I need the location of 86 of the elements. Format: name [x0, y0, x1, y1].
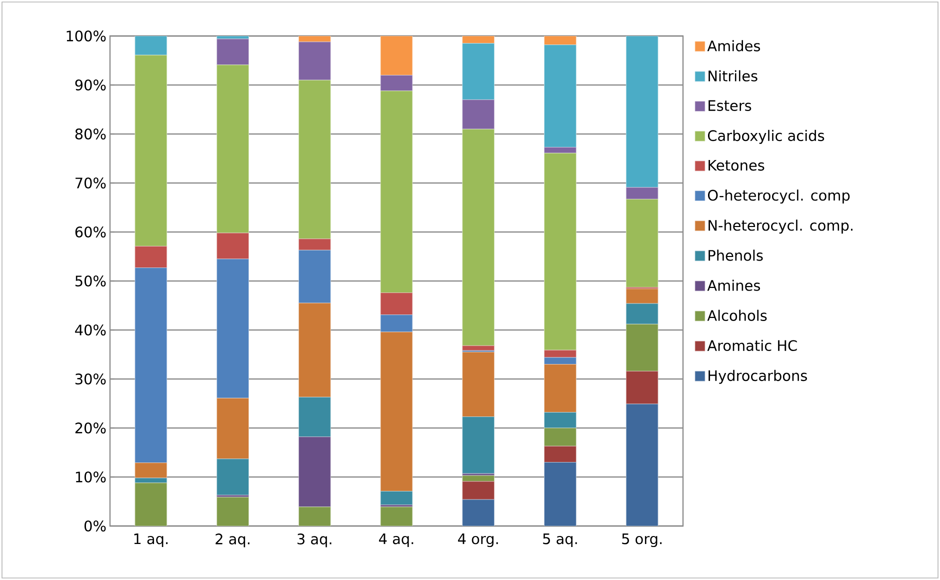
bar [216, 496, 249, 526]
bar [380, 506, 413, 526]
bar [134, 36, 168, 56]
y-tick-label: 70% [76, 178, 106, 188]
legend-label: O-heterocycl. comp [708, 190, 850, 204]
legend-label: Esters [708, 100, 752, 112]
bar [216, 458, 249, 496]
bar [544, 364, 576, 413]
bar [134, 54, 168, 246]
bar [380, 74, 413, 92]
bar [462, 481, 495, 500]
bar [626, 198, 658, 288]
bar [544, 36, 576, 46]
x-tick-label: 3 aq. [298, 534, 332, 548]
bar [626, 404, 658, 526]
bar [544, 357, 576, 364]
legend-label: N-heterocycl. comp. [708, 220, 852, 234]
y-tick-label: 40% [75, 324, 106, 336]
bar [544, 412, 576, 428]
bar [298, 302, 331, 398]
bar [626, 370, 658, 404]
y-tick-label: 20% [75, 422, 106, 434]
x-tick-label: 5 org. [622, 534, 662, 548]
bar [380, 491, 413, 506]
bar [134, 462, 168, 478]
y-tick-label: 10% [76, 472, 106, 482]
bar [380, 90, 413, 293]
bar [380, 332, 413, 492]
legend-label: Hydrocarbons [708, 370, 807, 384]
bar [626, 288, 658, 304]
legend-label: Aromatic HC [707, 340, 797, 352]
bar [626, 324, 658, 372]
bar [544, 446, 576, 462]
y-tick-label: 60% [75, 226, 106, 238]
y-tick-label: 30% [75, 374, 106, 384]
bar [298, 238, 331, 250]
bar [298, 42, 331, 80]
bar [462, 416, 495, 474]
bar [134, 482, 168, 526]
bar [462, 43, 495, 100]
bar [298, 436, 331, 508]
bar [462, 99, 495, 130]
x-tick-label: 1 aq. [134, 534, 168, 548]
bar [216, 398, 249, 460]
x-tick-label: 5 aq. [543, 534, 577, 548]
bar [216, 258, 249, 398]
bar [380, 292, 413, 316]
bar [462, 128, 495, 346]
bar [216, 232, 249, 260]
bar [544, 350, 576, 358]
bar [134, 246, 168, 268]
legend-label: Amides [707, 40, 760, 52]
x-tick-label: 2 aq. [216, 534, 250, 548]
bar [298, 250, 331, 304]
bar [544, 428, 576, 446]
bar [380, 314, 413, 332]
bar [626, 36, 658, 188]
bar [462, 499, 495, 526]
bar [298, 80, 331, 240]
bar [134, 268, 168, 463]
bar [462, 36, 495, 44]
bar [626, 187, 658, 200]
y-tick-label: 100% [66, 30, 106, 42]
legend-label: Carboxylic acids [708, 130, 824, 144]
bar [380, 36, 413, 76]
bar [298, 36, 331, 42]
legend-label: Phenols [708, 250, 763, 261]
bar [544, 44, 576, 148]
y-tick-label: 90% [75, 80, 106, 90]
legend-label: Nitriles [708, 70, 758, 82]
x-tick-label: 4 aq. [379, 534, 414, 548]
bar [298, 506, 331, 526]
y-tick-label: 80% [75, 128, 106, 140]
y-tick-label: 50% [75, 276, 106, 286]
legend-label: Amines [707, 280, 760, 291]
bar [544, 462, 576, 526]
bar [216, 64, 249, 234]
y-tick-label: 0% [84, 520, 106, 532]
legend-label: Alcohols [707, 310, 767, 321]
bar [216, 38, 249, 66]
bar [544, 152, 576, 350]
bar [544, 147, 576, 154]
bar [298, 396, 331, 438]
bar [626, 303, 658, 324]
legend-label: Ketones [708, 160, 764, 171]
x-tick-label: 4 org. [458, 534, 498, 548]
